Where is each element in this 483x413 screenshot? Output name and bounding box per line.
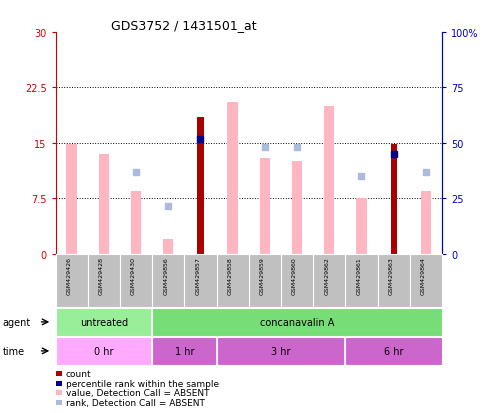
Bar — [152, 309, 442, 337]
Text: GSM429858: GSM429858 — [227, 256, 233, 294]
Bar — [292, 162, 302, 254]
Bar — [216, 337, 345, 366]
Bar — [198, 118, 203, 254]
Bar — [260, 158, 270, 254]
Text: value, Detection Call = ABSENT: value, Detection Call = ABSENT — [66, 388, 209, 397]
Text: 6 hr: 6 hr — [384, 347, 403, 356]
Text: GSM429860: GSM429860 — [292, 256, 297, 294]
Bar — [324, 107, 334, 254]
Text: agent: agent — [2, 317, 30, 327]
Text: count: count — [66, 369, 91, 378]
Text: time: time — [2, 346, 25, 356]
Text: GSM429856: GSM429856 — [163, 256, 168, 294]
Text: GSM429864: GSM429864 — [421, 256, 426, 294]
Bar — [56, 309, 152, 337]
Text: GSM429857: GSM429857 — [196, 256, 200, 294]
Text: rank, Detection Call = ABSENT: rank, Detection Call = ABSENT — [66, 398, 205, 407]
Text: GSM429428: GSM429428 — [99, 256, 104, 294]
Bar — [163, 239, 173, 254]
Text: 1 hr: 1 hr — [174, 347, 194, 356]
Bar — [391, 145, 397, 254]
Text: 3 hr: 3 hr — [271, 347, 291, 356]
Text: GSM429859: GSM429859 — [260, 256, 265, 294]
Text: GDS3752 / 1431501_at: GDS3752 / 1431501_at — [111, 19, 256, 31]
Bar — [421, 191, 431, 254]
Bar — [227, 103, 238, 254]
Text: 0 hr: 0 hr — [94, 347, 114, 356]
Bar — [99, 154, 109, 254]
Text: percentile rank within the sample: percentile rank within the sample — [66, 379, 219, 388]
Bar — [356, 199, 367, 254]
Text: untreated: untreated — [80, 318, 128, 328]
Bar — [56, 337, 152, 366]
Bar — [67, 145, 77, 254]
Text: GSM429861: GSM429861 — [356, 256, 361, 294]
Text: GSM429863: GSM429863 — [389, 256, 394, 294]
Text: GSM429430: GSM429430 — [131, 256, 136, 294]
Bar — [345, 337, 442, 366]
Text: GSM429426: GSM429426 — [67, 256, 71, 294]
Bar — [152, 337, 216, 366]
Text: GSM429862: GSM429862 — [324, 256, 329, 294]
Text: concanavalin A: concanavalin A — [260, 318, 334, 328]
Bar — [131, 191, 141, 254]
